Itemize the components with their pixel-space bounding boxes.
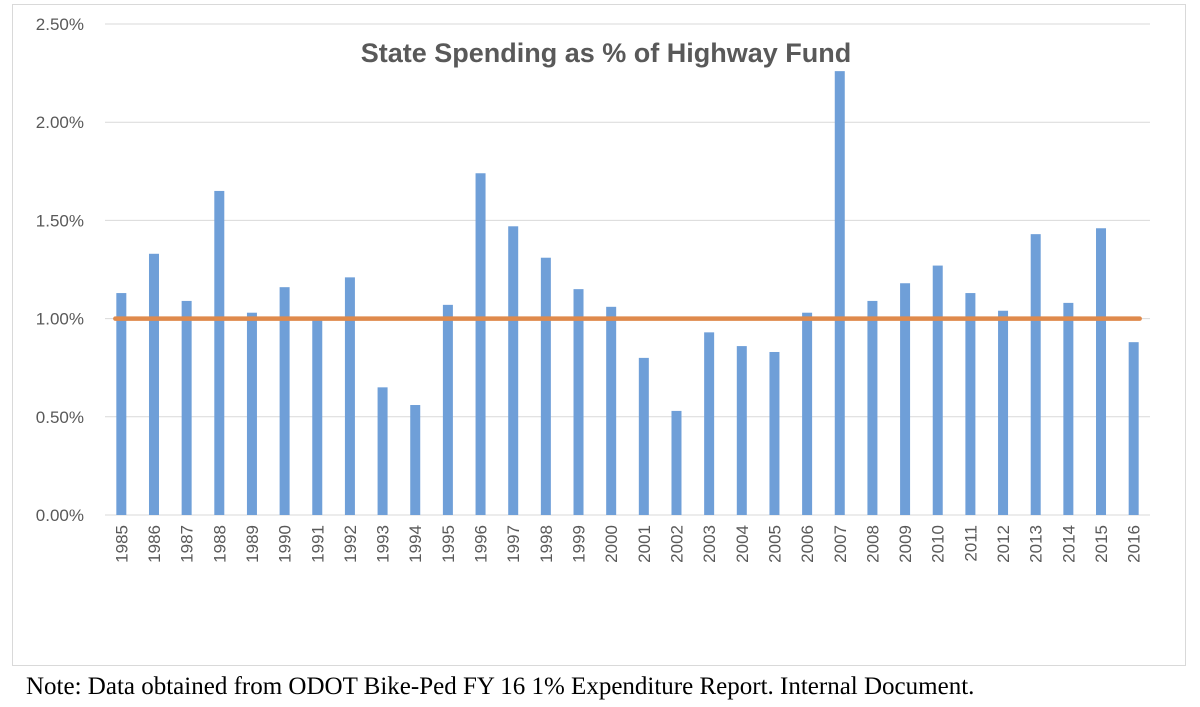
bar-2004 [736, 346, 747, 515]
x-tick-label: 2010 [929, 525, 948, 563]
bar-1996 [475, 173, 486, 515]
y-axis-ticks: 0.00% 0.50% 1.00% 1.50% 2.00% 2.50% [36, 15, 84, 525]
x-tick-label: 2016 [1125, 525, 1144, 563]
x-tick-label: 1990 [276, 525, 295, 563]
bar-1989 [246, 312, 257, 515]
x-tick-label: 2000 [602, 525, 621, 563]
x-tick-label: 2007 [831, 525, 850, 563]
bar-2006 [802, 312, 813, 515]
x-tick-label: 1993 [374, 525, 393, 563]
bar-1995 [442, 304, 453, 515]
x-tick-label: 2015 [1092, 525, 1111, 563]
bar-2001 [638, 357, 649, 515]
y-tick-label: 1.00% [36, 310, 84, 329]
x-tick-label: 2014 [1059, 525, 1078, 563]
y-tick-label: 0.00% [36, 506, 84, 525]
x-tick-label: 1985 [112, 525, 131, 563]
bar-1997 [508, 226, 519, 516]
bar-2011 [965, 293, 976, 515]
bar-1993 [377, 387, 388, 515]
bar-2015 [1096, 228, 1107, 516]
bar-2003 [704, 332, 715, 515]
gridlines [105, 23, 1150, 516]
bar-1986 [148, 253, 159, 515]
x-tick-label: 2006 [798, 525, 817, 563]
x-tick-label: 1999 [570, 525, 589, 563]
x-tick-label: 1988 [210, 525, 229, 563]
chart-area [12, 4, 1186, 666]
x-tick-label: 2005 [765, 525, 784, 563]
x-tick-label: 1987 [178, 525, 197, 563]
x-tick-label: 1996 [472, 525, 491, 563]
bar-2000 [606, 306, 617, 515]
x-tick-label: 1989 [243, 525, 262, 563]
bar-1988 [214, 190, 225, 515]
x-tick-label: 1997 [504, 525, 523, 563]
bar-1990 [279, 287, 290, 515]
x-tick-label: 1991 [308, 525, 327, 563]
bar-2005 [769, 351, 780, 515]
bar-1994 [410, 405, 421, 515]
y-tick-label: 2.50% [36, 15, 84, 34]
x-tick-label: 1998 [537, 525, 556, 563]
x-tick-label: 1994 [406, 525, 425, 563]
x-tick-label: 2011 [961, 525, 980, 562]
bar-2007 [834, 71, 845, 516]
x-tick-label: 2013 [1027, 525, 1046, 563]
bar-2002 [671, 410, 682, 515]
bar-2008 [867, 300, 878, 515]
source-note: Note: Data obtained from ODOT Bike-Ped F… [26, 673, 975, 700]
y-tick-label: 0.50% [36, 408, 84, 427]
x-tick-label: 2001 [635, 525, 654, 563]
chart-title: State Spending as % of Highway Fund [361, 38, 852, 68]
x-tick-label: 2009 [896, 525, 915, 563]
bar-2014 [1063, 302, 1074, 515]
bar-2013 [1030, 234, 1041, 515]
bar-1992 [344, 277, 355, 515]
bars [116, 71, 1139, 516]
bar-1987 [181, 300, 192, 515]
bar-1998 [540, 257, 551, 515]
x-tick-label: 2004 [733, 525, 752, 563]
x-tick-label: 2008 [863, 525, 882, 563]
x-tick-label: 2003 [700, 525, 719, 563]
bar-2016 [1128, 342, 1139, 515]
bar-2012 [998, 310, 1009, 515]
x-tick-label: 1992 [341, 525, 360, 563]
x-tick-label: 1995 [439, 525, 458, 563]
y-tick-label: 2.00% [36, 113, 84, 132]
bar-1999 [573, 289, 584, 515]
bar-2009 [900, 283, 911, 515]
x-tick-label: 2002 [667, 525, 686, 563]
x-axis-ticks: 1985 1986 1987 1988 1989 1990 1991 1992 1993 1994… [112, 525, 1143, 563]
y-tick-label: 1.50% [36, 211, 84, 230]
bar-chart: 0.00%0.50%1.00%1.50%2.00%2.50% 1985 1986 1… [36, 15, 1150, 563]
bar-1991 [312, 318, 323, 515]
bar-2010 [932, 265, 943, 515]
x-tick-label: 1986 [145, 525, 164, 563]
x-tick-label: 2012 [994, 525, 1013, 563]
bar-1985 [116, 293, 127, 515]
